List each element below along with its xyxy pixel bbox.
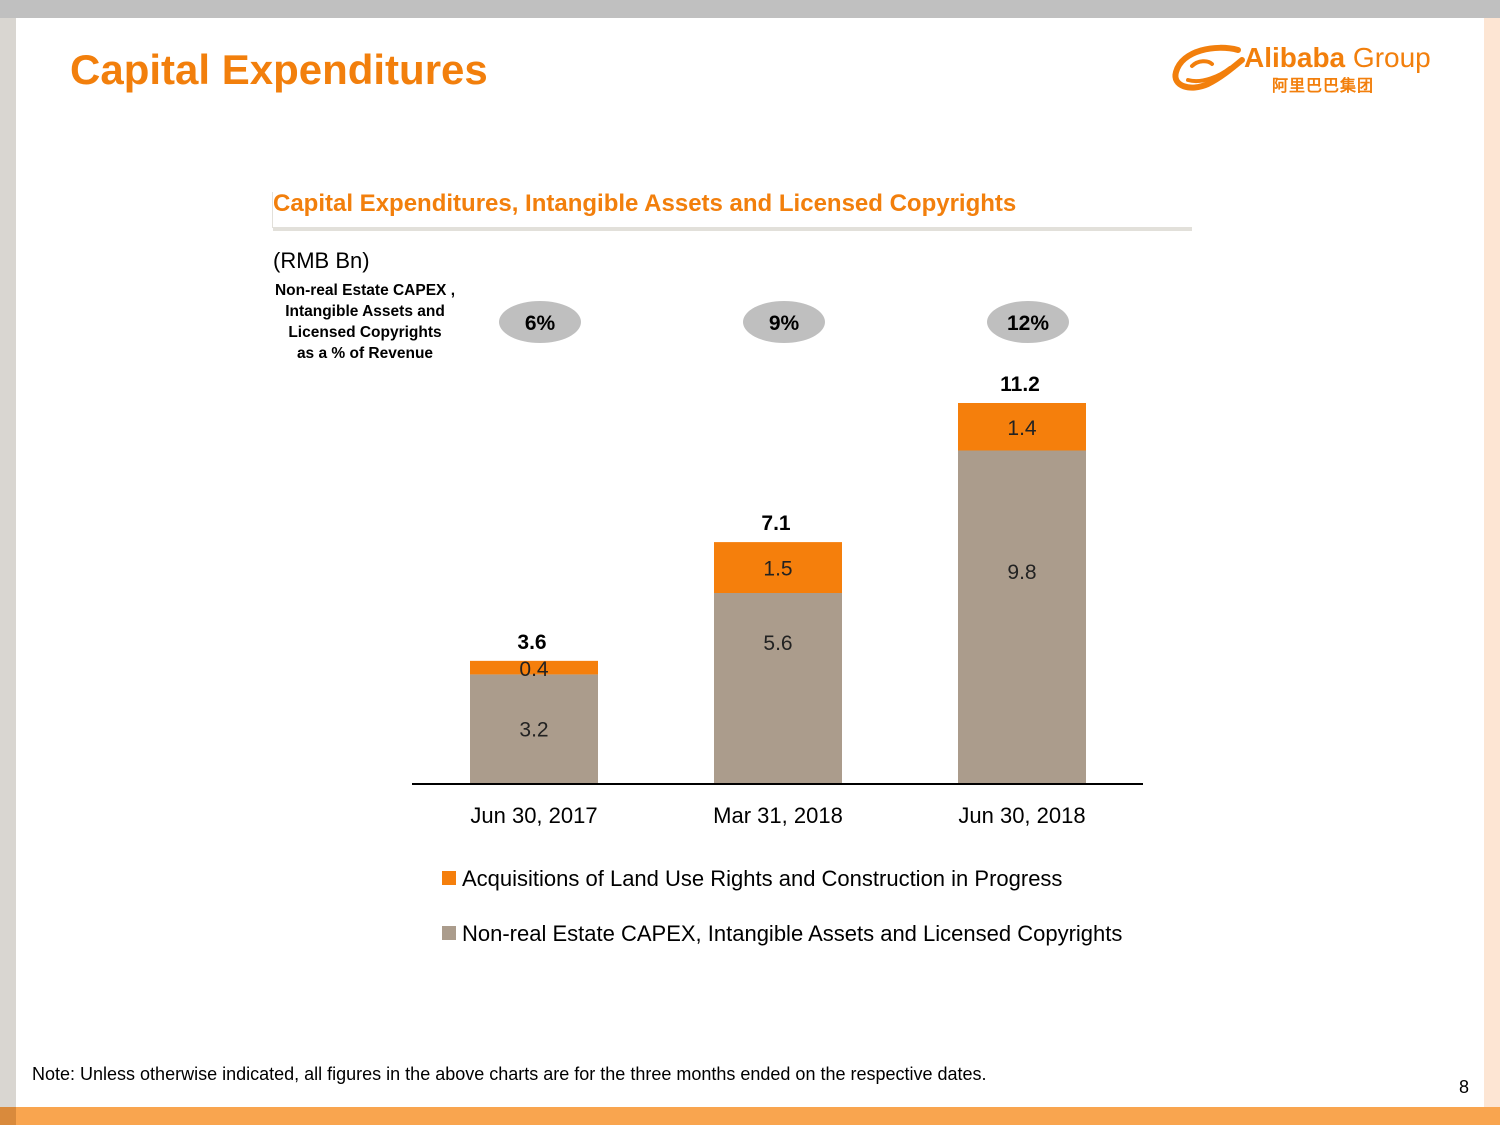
bottom-border-corner	[0, 1107, 16, 1125]
logo-brand-name: Alibaba	[1244, 42, 1346, 73]
x-axis-tick-label: Jun 30, 2018	[958, 803, 1085, 828]
percent-pill	[499, 301, 581, 343]
footnote: Note: Unless otherwise indicated, all fi…	[32, 1064, 987, 1084]
chart-title-tick	[272, 192, 273, 228]
bar-segment-non-real-estate	[714, 593, 842, 783]
bar-segment-acquisitions	[470, 660, 598, 675]
bar-segment-acquisitions	[958, 403, 1086, 451]
percent-of-revenue-value: 6%	[525, 312, 556, 335]
top-border-bar	[0, 0, 1500, 18]
legend-swatch-non-real-estate	[442, 926, 456, 941]
logo-chinese-name: 阿里巴巴集团	[1272, 78, 1375, 95]
bar-total-label: 11.2	[1000, 373, 1040, 396]
x-axis-tick-label: Jun 30, 2017	[470, 803, 597, 828]
legend-label-acquisitions: Acquisitions of Land Use Rights and Cons…	[462, 866, 1063, 891]
logo-group-word: Group	[1352, 42, 1431, 73]
bar-value-label-non-real-estate: 3.2	[519, 719, 548, 742]
percent-of-revenue-value: 9%	[769, 312, 800, 335]
chart-title: Capital Expenditures, Intangible Assets …	[273, 190, 1017, 217]
chart-unit-label: (RMB Bn)	[273, 248, 370, 273]
percent-pill	[987, 301, 1069, 343]
percent-caption-line: as a % of Revenue	[296, 345, 434, 362]
right-border-bar	[1484, 18, 1500, 1108]
bottom-border-bar	[0, 1107, 1500, 1125]
left-border-bar	[0, 18, 16, 1108]
bar-total-label: 7.1	[761, 512, 791, 535]
bar-segment-non-real-estate	[958, 450, 1086, 783]
alibaba-smile-icon	[1172, 44, 1245, 91]
alibaba-group-logo: Alibaba Group 阿里巴巴集团	[1168, 38, 1468, 98]
bar-value-label-acquisitions: 1.5	[763, 558, 792, 581]
percent-caption-line: Intangible Assets and	[285, 303, 445, 320]
percent-of-revenue-value: 12%	[1007, 312, 1049, 335]
x-axis-tick-label: Mar 31, 2018	[713, 803, 843, 828]
legend-swatch-acquisitions	[442, 871, 456, 886]
percent-caption-line: Non-real Estate CAPEX ,	[274, 282, 456, 299]
legend-item-acquisitions: Acquisitions of Land Use Rights and Cons…	[442, 866, 1062, 892]
page-title: Capital Expenditures	[70, 46, 488, 93]
logo-wordmark: Alibaba Group	[1244, 42, 1431, 74]
percent-caption-line: Licensed Copyrights	[288, 324, 442, 341]
bar-value-label-non-real-estate: 9.8	[1007, 561, 1036, 584]
bar-segment-non-real-estate	[470, 674, 598, 783]
bar-value-label-acquisitions: 1.4	[1007, 417, 1037, 440]
bar-total-label: 3.6	[517, 631, 546, 654]
legend-item-non-real-estate: Non-real Estate CAPEX, Intangible Assets…	[442, 921, 1122, 947]
percent-pill	[743, 301, 825, 343]
chart-title-underline	[273, 227, 1192, 231]
percent-of-revenue-caption: Non-real Estate CAPEX , Intangible Asset…	[265, 280, 465, 364]
legend-label-non-real-estate: Non-real Estate CAPEX, Intangible Assets…	[462, 921, 1123, 946]
page-number: 8	[1459, 1077, 1470, 1097]
bar-segment-acquisitions	[714, 542, 842, 593]
bar-value-label-non-real-estate: 5.6	[763, 632, 792, 655]
bar-value-label-acquisitions: 0.4	[519, 658, 549, 681]
